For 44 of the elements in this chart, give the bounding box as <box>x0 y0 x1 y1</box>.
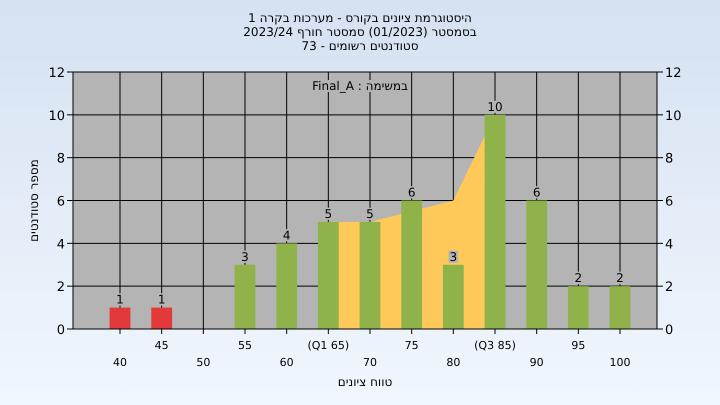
y2-tick-label: 6 <box>665 194 674 210</box>
chart-title: היסטוגרמת ציונים בקורס - מערכות בקרה 1 <box>248 11 472 25</box>
data-label: 2 <box>574 271 582 286</box>
x-tick-label: 75 <box>404 339 419 352</box>
x-tick-label: 95 <box>571 339 586 352</box>
y2-tick-label: 10 <box>665 108 682 124</box>
data-label: 10 <box>487 100 503 114</box>
x-tick-label: 80 <box>446 356 460 369</box>
y2-tick-label: 2 <box>665 280 674 296</box>
data-label: 3 <box>450 250 458 264</box>
y-tick-label: 8 <box>56 152 65 167</box>
y-tick-label: 6 <box>56 194 65 210</box>
data-label: 2 <box>616 271 624 286</box>
x-tick-label: 60 <box>280 356 294 369</box>
x-axis-title: טווח ציונים <box>338 375 392 389</box>
y2-tick-label: 8 <box>665 152 674 167</box>
x-tick-label: 55 <box>238 339 252 352</box>
data-label: 6 <box>532 186 540 200</box>
x-tick-label: (Q3 85) <box>474 339 516 352</box>
y2-tick-label: 4 <box>665 237 674 252</box>
x-tick-label: 90 <box>530 356 544 369</box>
chart-subtitle: בסמסטר (01/2023) סמסטר חורף 2023/24 סטודנטים רשומים - 73 <box>243 25 477 53</box>
annotation: במשימה : Final_A <box>312 79 408 93</box>
x-tick-label: 45 <box>154 339 169 352</box>
y2-tick-label: 12 <box>665 66 682 81</box>
data-label: 5 <box>366 206 374 221</box>
y-axis-title: מספר סטודנטים <box>27 159 41 242</box>
data-label: 5 <box>324 206 332 221</box>
y-tick-label: 4 <box>56 237 65 252</box>
x-tick-label: (Q1 65) <box>307 339 350 352</box>
y-tick-label: 2 <box>56 280 65 296</box>
y2-tick-label: 0 <box>665 323 674 338</box>
x-tick-label: 40 <box>113 356 127 369</box>
data-label: 6 <box>408 186 416 200</box>
data-label: 1 <box>116 292 124 307</box>
y-tick-label: 10 <box>48 108 65 124</box>
x-tick-label: 70 <box>363 356 377 369</box>
data-label: 1 <box>158 292 166 307</box>
y-tick-label: 0 <box>56 323 65 338</box>
data-label: 3 <box>241 250 249 264</box>
y-tick-label: 12 <box>48 66 65 81</box>
x-tick-label: 100 <box>610 356 630 369</box>
x-tick-label: 50 <box>196 356 210 369</box>
data-label: 4 <box>282 228 290 242</box>
